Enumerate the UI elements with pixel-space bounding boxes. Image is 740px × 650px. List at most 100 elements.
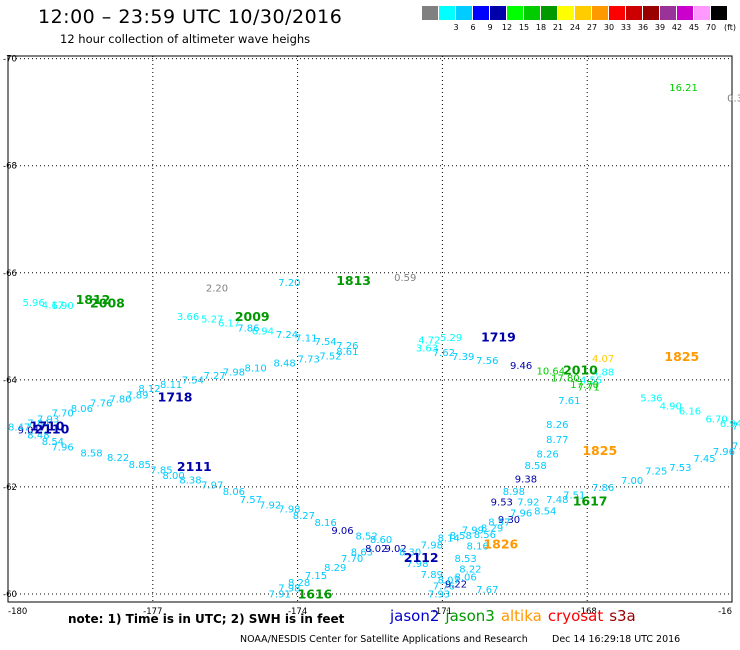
pass-time-label: 1826 — [483, 536, 518, 551]
wave-height-value: 7.93 — [428, 590, 450, 601]
wave-height-value: 7.62 — [433, 348, 455, 359]
wave-height-value: 6.94 — [252, 326, 274, 337]
color-scale-label: 21 — [552, 23, 564, 32]
wave-height-value: 7.51 — [563, 491, 585, 502]
pass-time-label: 2111 — [177, 459, 212, 474]
wave-height-value: 8.54 — [42, 437, 64, 448]
y-tick-label: -60 — [3, 590, 17, 600]
wave-height-value: 4.07 — [592, 354, 614, 365]
legend-cryosat: cryosat — [547, 607, 604, 625]
wave-height-value: 4.88 — [592, 368, 614, 379]
wave-height-value: 8.22 — [107, 453, 129, 464]
wave-height-value: 7.20 — [278, 278, 300, 289]
wave-height-value: 7.91 — [269, 590, 291, 601]
wave-height-value: 8.07 — [438, 575, 460, 586]
color-scale-label: 42 — [671, 23, 683, 32]
wave-height-value: 8.53 — [454, 554, 476, 565]
wave-height-value: 7.92 — [259, 500, 281, 511]
color-scale-swatch — [626, 6, 643, 20]
wave-height-value: 2.20 — [206, 284, 228, 295]
color-scale-swatch — [694, 6, 711, 20]
color-scale-swatch — [660, 6, 677, 20]
wave-height-value: 7.86 — [592, 483, 614, 494]
wave-height-value: 6.90 — [51, 301, 73, 312]
wave-height-value: 8.47 — [8, 423, 30, 434]
wave-height-value: 9.38 — [515, 475, 537, 486]
wave-height-value: 8.12 — [138, 384, 160, 395]
x-tick-label: -16 — [718, 607, 732, 617]
footer-timestamp: Dec 14 16:29:18 UTC 2016 — [552, 634, 681, 645]
y-tick-label: -64 — [3, 376, 17, 386]
color-scale-label: 3 — [453, 23, 459, 32]
x-tick-label: -180 — [8, 607, 27, 617]
wave-height-value: 7.84 — [27, 418, 49, 429]
color-scale-swatch — [643, 6, 660, 20]
color-scale-swatch — [711, 6, 728, 20]
wave-height-value: 4.17 — [42, 301, 64, 312]
wave-height-value: 5.29 — [440, 333, 462, 344]
wave-height-value: 7.45 — [693, 454, 715, 465]
wave-height-value: 7.96 — [510, 508, 532, 519]
color-scale-label: 30 — [603, 23, 615, 32]
wave-height-value: 6.17 — [218, 318, 240, 329]
wave-height-value: 7.96 — [713, 447, 735, 458]
y-tick-label: -68 — [3, 162, 17, 172]
x-tick-label: -168 — [578, 607, 597, 617]
wave-height-value: 9.01 — [18, 425, 40, 436]
wave-height-value: 8.58 — [524, 461, 546, 472]
color-scale-label: 9 — [487, 23, 493, 32]
color-scale-swatch — [439, 6, 456, 20]
wave-height-value: 6.94 — [720, 419, 740, 430]
footer-credit: NOAA/NESDIS Center for Satellite Applica… — [240, 634, 528, 645]
pass-time-label: 1616 — [298, 586, 333, 601]
satellite-legend: jason2 jason3 altika cryosat s3a — [390, 607, 642, 625]
wave-height-value: 9.02 — [384, 544, 406, 555]
x-tick-label: -177 — [143, 607, 162, 617]
wave-height-value: 7.73 — [298, 355, 320, 366]
wave-height-value: 7.98 — [406, 559, 428, 570]
wave-height-value: 7.20 — [732, 441, 740, 452]
color-scale-swatch — [609, 6, 626, 20]
color-scale-swatch — [592, 6, 609, 20]
wave-height-value: 7.61 — [558, 396, 580, 407]
wave-height-value: 8.61 — [336, 347, 358, 358]
wave-height-value: 7.99 — [462, 525, 484, 536]
wave-height-value: 8.60 — [370, 535, 392, 546]
wave-height-value: 4.55 — [580, 376, 602, 387]
wave-height-value: 9.22 — [445, 580, 467, 591]
wave-height-value: 8.56 — [474, 530, 496, 541]
color-scale-label: 27 — [586, 23, 598, 32]
legend-altika: altika — [500, 607, 542, 625]
color-scale-label: 15 — [518, 23, 530, 32]
wave-height-value: 8.26 — [537, 449, 559, 460]
wave-height-value: 8.22 — [459, 565, 481, 576]
wave-height-value: 6.70 — [705, 415, 727, 426]
wave-height-value: 8.11 — [160, 380, 182, 391]
wave-height-value: 8.06 — [223, 487, 245, 498]
units-note: note: 1) Time is in UTC; 2) SWH is in fe… — [68, 612, 345, 626]
wave-height-value: 4.72 — [418, 335, 440, 346]
wave-height-value: 8.29 — [481, 523, 503, 534]
color-scale-label: 6 — [470, 23, 476, 32]
wave-height-value: 7.76 — [433, 582, 455, 593]
x-tick-label: -174 — [288, 607, 307, 617]
wave-height-value: 8.14 — [438, 534, 460, 545]
wave-height-value: 7.39 — [452, 352, 474, 363]
wave-height-value: 7.71 — [578, 383, 600, 394]
wave-height-value: 8.06 — [71, 404, 93, 415]
pass-time-label: 2009 — [235, 309, 270, 324]
wave-height-value: 7.54 — [182, 376, 204, 387]
wave-height-value: 9.53 — [491, 498, 513, 509]
color-scale-unit: (ft) — [724, 23, 737, 32]
wave-height-value: 7.98 — [278, 583, 300, 594]
y-tick-label: -70 — [3, 55, 17, 65]
wave-height-value: 8.48 — [273, 358, 295, 369]
wave-height-value: 8.27 — [293, 511, 315, 522]
wave-height-value: 8.02 — [365, 544, 387, 555]
wave-height-value: 7.96 — [51, 443, 73, 454]
wave-height-value: 7.97 — [201, 481, 223, 492]
wave-height-value: 8.28 — [288, 578, 310, 589]
pass-time-label: 2112 — [404, 550, 439, 565]
pass-time-label: 2008 — [90, 296, 125, 311]
color-scale-swatch — [558, 6, 575, 20]
